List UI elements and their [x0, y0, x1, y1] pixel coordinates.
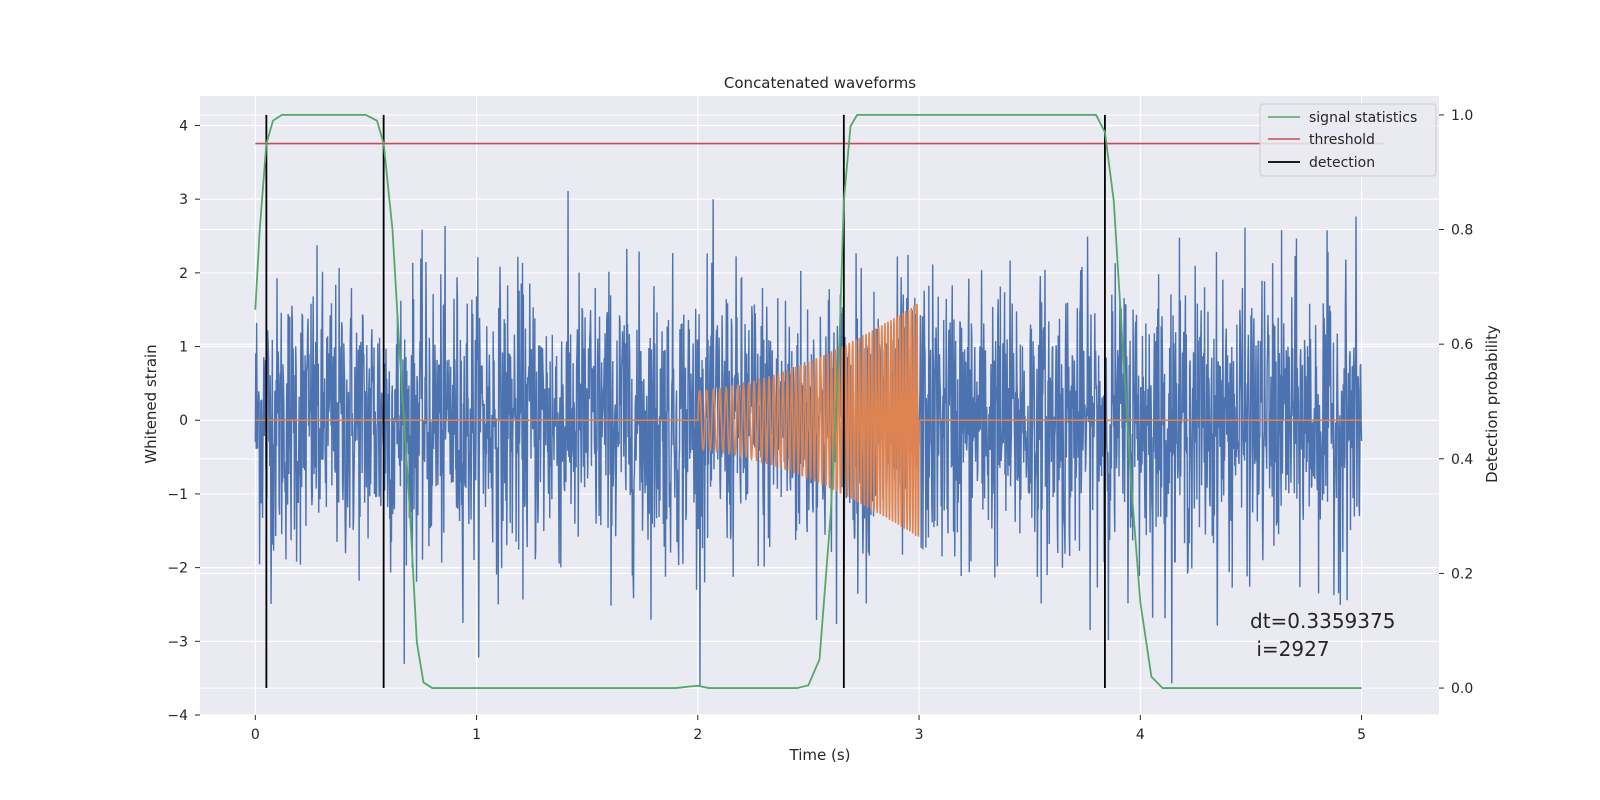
strain-line	[254, 190, 1363, 686]
x-tick-label-5: 5	[1357, 727, 1366, 743]
y-tick-label-4: 0	[179, 413, 188, 429]
right-tick-label-3: 0.6	[1451, 337, 1473, 353]
legend-label-threshold: threshold	[1309, 132, 1375, 148]
legend: signal statistics threshold detection	[1259, 103, 1437, 177]
legend-box	[1259, 103, 1437, 177]
right-axis-ticks: 0.0 0.2 0.4 0.6 0.8 1.0	[1439, 108, 1473, 697]
chart-title: Concatenated waveforms	[724, 74, 916, 92]
y-tick-label-3: −1	[167, 487, 188, 503]
annotation-dt: dt=0.3359375	[1250, 609, 1395, 633]
y-tick-label-8: 4	[179, 118, 188, 134]
x-tick-label-2: 2	[693, 727, 702, 743]
y-tick-label-6: 2	[179, 266, 188, 282]
y-tick-label-7: 3	[179, 192, 188, 208]
right-axis-label: Detection probability	[1483, 325, 1501, 483]
right-tick-label-0: 0.0	[1451, 681, 1473, 697]
legend-label-detection: detection	[1309, 155, 1375, 171]
y-tick-label-2: −2	[167, 561, 188, 577]
detection-series	[265, 114, 1106, 689]
annotation-index: i=2927	[1250, 637, 1330, 661]
legend-label-signal-statistics: signal statistics	[1309, 110, 1417, 126]
y-tick-label-0: −4	[167, 708, 188, 724]
injected-waveform-line	[255, 303, 1362, 537]
injected-waveform-series	[255, 303, 1362, 537]
x-tick-label-3: 3	[915, 727, 924, 743]
y-axis-label: Whitened strain	[142, 344, 160, 463]
x-tick-label-0: 0	[251, 727, 260, 743]
y-tick-label-5: 1	[179, 340, 188, 356]
right-tick-label-1: 0.2	[1451, 566, 1473, 582]
y-tick-label-1: −3	[167, 634, 188, 650]
right-tick-label-2: 0.4	[1451, 452, 1473, 468]
x-axis-ticks: 0 1 2 3 4 5	[251, 715, 1366, 743]
y-axis-ticks: −4 −3 −2 −1 0 1 2 3 4	[167, 118, 200, 724]
whitened-strain-series	[254, 190, 1363, 686]
right-tick-label-4: 0.8	[1451, 223, 1473, 239]
x-tick-label-1: 1	[472, 727, 481, 743]
x-axis-label: Time (s)	[789, 746, 851, 764]
signal-statistics-line	[254, 114, 1362, 689]
x-tick-label-4: 4	[1136, 727, 1145, 743]
signal-statistics-series	[254, 114, 1362, 689]
right-tick-label-5: 1.0	[1451, 108, 1473, 124]
